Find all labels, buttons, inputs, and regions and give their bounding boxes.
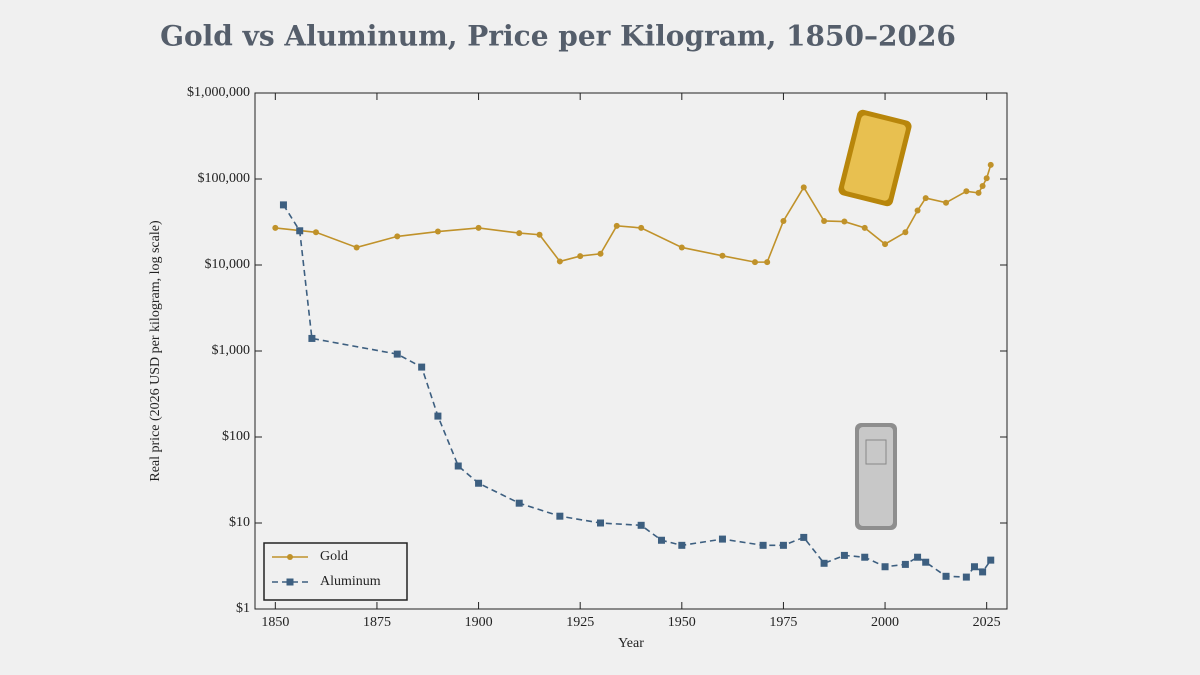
marker: [943, 199, 950, 206]
marker: [779, 541, 787, 549]
marker: [272, 224, 279, 231]
marker: [286, 578, 294, 586]
marker: [657, 536, 665, 544]
marker: [881, 563, 889, 571]
marker: [515, 499, 523, 507]
marker: [556, 512, 564, 520]
marker: [820, 559, 828, 567]
marker: [454, 462, 462, 470]
y-tick-label: $100,000: [198, 171, 251, 186]
y-tick-label: $100: [222, 429, 250, 444]
marker: [296, 227, 304, 235]
marker: [751, 259, 758, 266]
marker: [393, 350, 401, 358]
marker: [516, 230, 523, 237]
x-tick-label: 2000: [871, 615, 899, 630]
marker: [975, 189, 982, 196]
marker: [597, 519, 605, 527]
marker: [800, 533, 808, 541]
marker: [914, 553, 922, 561]
gold-bar-face: [844, 115, 906, 201]
gold-bar-image: [838, 109, 912, 207]
chart-title: Gold vs Aluminum, Price per Kilogram, 18…: [160, 20, 956, 53]
marker: [719, 252, 726, 259]
marker: [287, 554, 293, 560]
x-tick-label: 1850: [261, 615, 289, 630]
x-tick-label: 1975: [769, 615, 797, 630]
y-axis-label: Real price (2026 USD per kilogram, log s…: [148, 220, 163, 482]
marker: [418, 363, 426, 371]
aluminum-bar-emblem: [865, 439, 887, 465]
marker: [556, 258, 563, 265]
legend-label: Aluminum: [320, 574, 381, 589]
legend-box: [263, 542, 408, 601]
marker: [970, 563, 978, 571]
y-tick-label: $10: [229, 515, 250, 530]
marker: [882, 241, 889, 248]
marker: [942, 572, 950, 580]
marker: [963, 188, 970, 195]
marker: [901, 560, 909, 568]
marker: [353, 244, 360, 251]
marker: [279, 201, 287, 209]
marker: [979, 182, 986, 189]
marker: [613, 222, 620, 229]
series-line: [275, 164, 992, 263]
marker: [861, 553, 869, 561]
marker: [678, 244, 685, 251]
marker: [861, 224, 868, 231]
marker: [780, 217, 787, 224]
marker: [764, 259, 771, 266]
marker: [922, 558, 930, 566]
marker: [475, 479, 483, 487]
x-axis-label: Year: [618, 636, 644, 651]
marker: [434, 412, 442, 420]
marker: [979, 568, 987, 576]
marker: [902, 229, 909, 236]
marker: [678, 541, 686, 549]
marker: [841, 218, 848, 225]
legend-label: Gold: [320, 549, 348, 564]
x-tick-label: 2025: [973, 615, 1001, 630]
marker: [718, 535, 726, 543]
marker: [394, 233, 401, 240]
x-tick-label: 1950: [668, 615, 696, 630]
y-tick-label: $1,000,000: [187, 85, 250, 100]
marker: [759, 541, 767, 549]
marker: [962, 573, 970, 581]
marker: [987, 161, 994, 168]
marker: [577, 253, 584, 260]
marker: [987, 556, 995, 564]
marker: [638, 224, 645, 231]
marker: [312, 229, 319, 236]
marker: [840, 551, 848, 559]
marker: [983, 175, 990, 182]
marker: [475, 224, 482, 231]
legend: Gold Aluminum: [263, 542, 408, 601]
marker: [922, 195, 929, 202]
marker: [308, 334, 316, 342]
y-tick-label: $1,000: [212, 343, 251, 358]
marker: [914, 207, 921, 214]
marker: [434, 228, 441, 235]
aluminum-bar-image: [855, 423, 897, 530]
y-tick-label: $1: [236, 601, 250, 616]
marker: [821, 217, 828, 224]
aluminum-bar-face: [859, 427, 893, 526]
x-tick-label: 1875: [363, 615, 391, 630]
marker: [536, 231, 543, 238]
marker: [800, 184, 807, 191]
x-tick-label: 1900: [465, 615, 493, 630]
marker: [637, 521, 645, 529]
y-tick-label: $10,000: [205, 257, 251, 272]
x-tick-label: 1925: [566, 615, 594, 630]
marker: [597, 250, 604, 257]
